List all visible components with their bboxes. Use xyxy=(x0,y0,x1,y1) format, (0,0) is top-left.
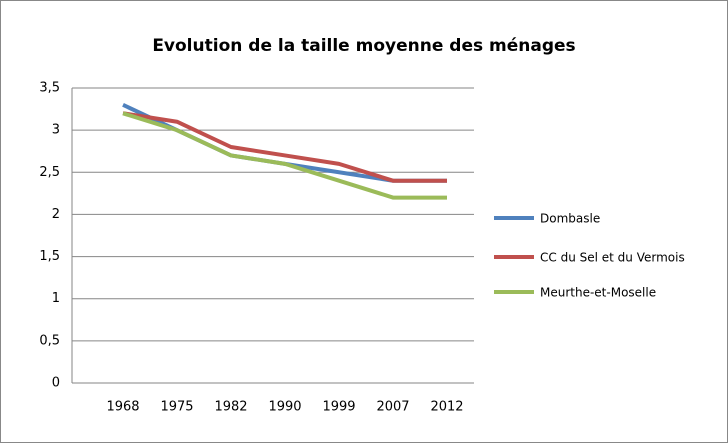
y-tick-label: 3,5 xyxy=(39,81,60,96)
legend-label: Meurthe-et-Moselle xyxy=(540,286,656,300)
y-tick-label: 0,5 xyxy=(39,333,60,348)
chart-title: Evolution de la taille moyenne des ménag… xyxy=(152,36,575,56)
x-tick-label: 1999 xyxy=(322,400,355,415)
x-tick-label: 1968 xyxy=(106,400,139,415)
y-tick-label: 2 xyxy=(52,207,60,222)
legend-label: Dombasle xyxy=(540,212,600,226)
y-tick-label: 2,5 xyxy=(39,165,60,180)
series-line xyxy=(122,111,447,200)
y-tick-label: 1,5 xyxy=(39,249,60,264)
y-tick-label: 1 xyxy=(52,291,60,306)
x-tick-label: 1975 xyxy=(160,400,193,415)
x-tick-label: 1990 xyxy=(268,400,301,415)
x-tick-label: 2007 xyxy=(376,400,409,415)
y-tick-label: 3 xyxy=(52,123,60,138)
x-tick-label: 2012 xyxy=(430,400,463,415)
legend-label: CC du Sel et du Vermois xyxy=(540,251,685,265)
y-tick-label: 0 xyxy=(52,376,60,391)
x-tick-label: 1982 xyxy=(214,400,247,415)
series-line xyxy=(122,111,447,183)
